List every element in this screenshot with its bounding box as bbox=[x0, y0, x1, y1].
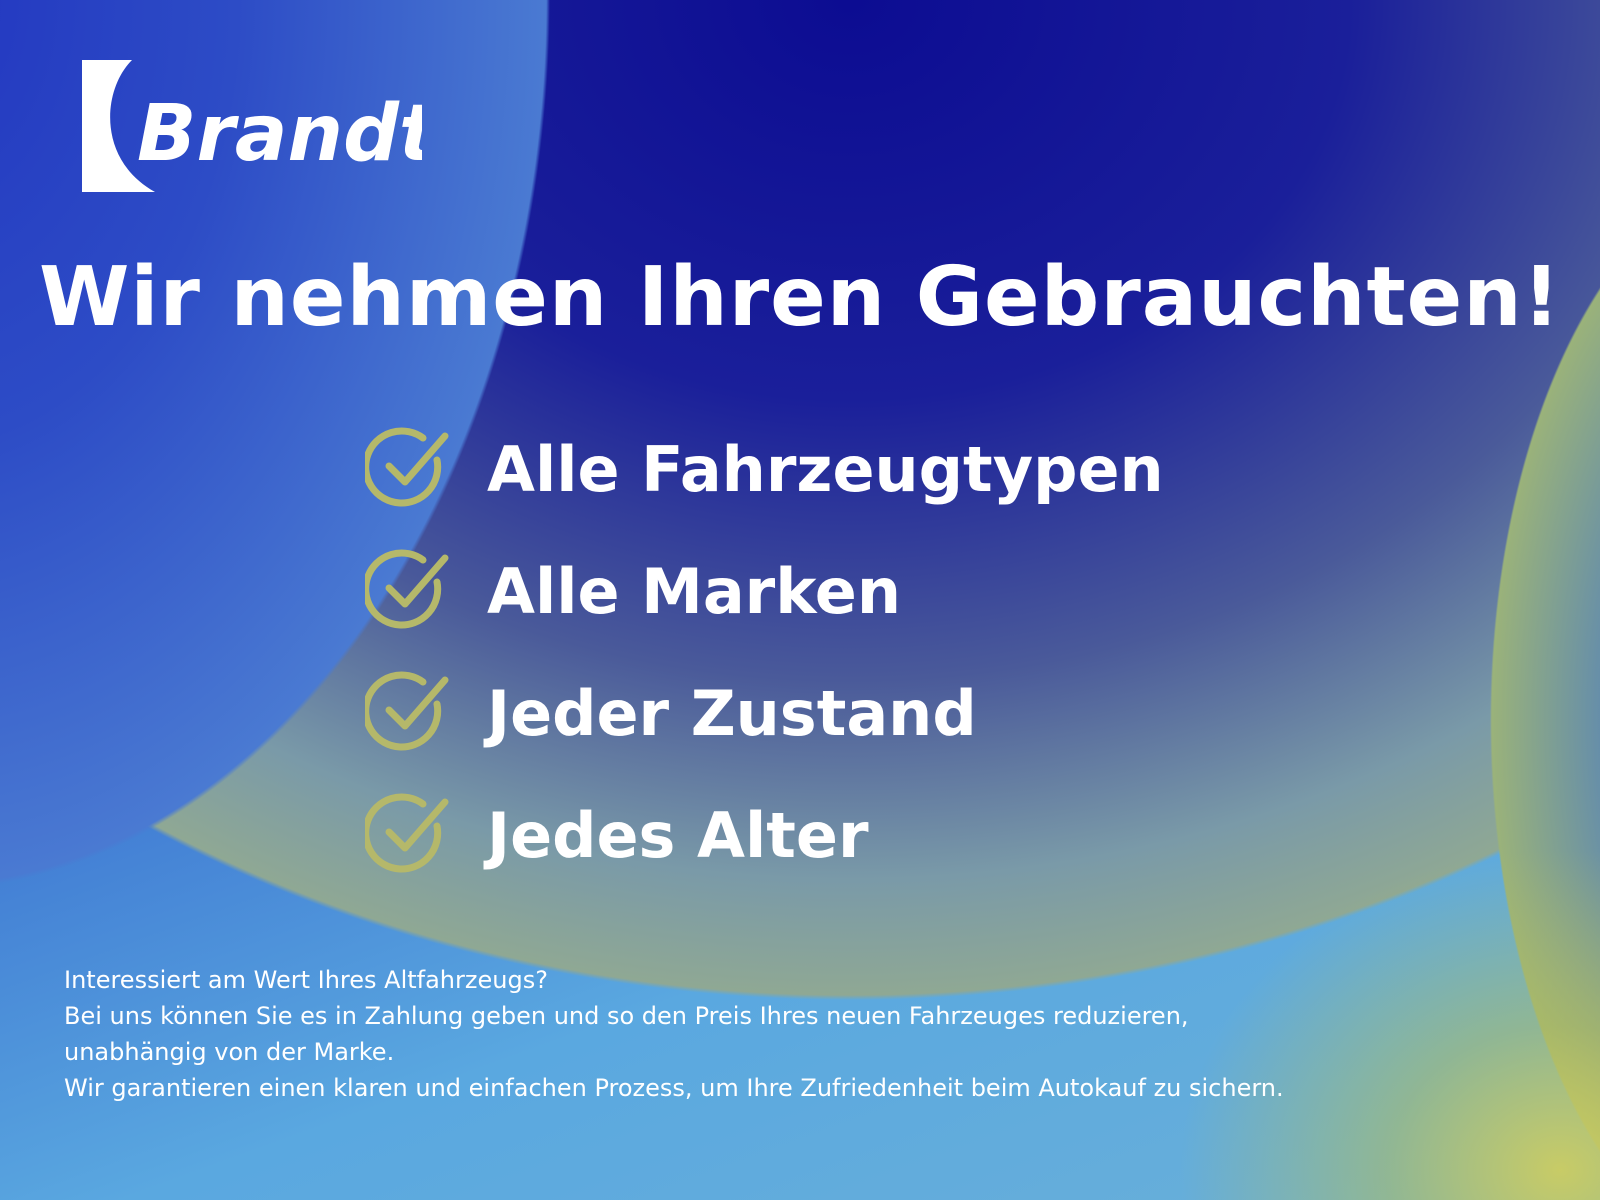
check-circle-icon bbox=[365, 671, 449, 751]
check-circle-icon bbox=[365, 427, 449, 507]
feature-label: Alle Fahrzeugtypen bbox=[487, 432, 1164, 506]
body-line: Bei uns können Sie es in Zahlung geben u… bbox=[64, 1002, 1189, 1030]
brandt-logo: Brandt bbox=[82, 60, 422, 192]
feature-item: Jedes Alter bbox=[365, 774, 1164, 896]
feature-list: Alle Fahrzeugtypen Alle Marken Jeder Zus… bbox=[365, 408, 1164, 896]
body-text: Interessiert am Wert Ihres Altfahrzeugs?… bbox=[64, 962, 1284, 1106]
feature-label: Jedes Alter bbox=[487, 798, 869, 872]
feature-item: Alle Marken bbox=[365, 530, 1164, 652]
headline: Wir nehmen Ihren Gebrauchten! bbox=[38, 250, 1562, 345]
feature-label: Alle Marken bbox=[487, 554, 901, 628]
check-circle-icon bbox=[365, 549, 449, 629]
feature-item: Alle Fahrzeugtypen bbox=[365, 408, 1164, 530]
body-line: Wir garantieren einen klaren und einfach… bbox=[64, 1074, 1284, 1102]
body-line: unabhängig von der Marke. bbox=[64, 1038, 395, 1066]
feature-label: Jeder Zustand bbox=[487, 676, 977, 750]
check-circle-icon bbox=[365, 793, 449, 873]
feature-item: Jeder Zustand bbox=[365, 652, 1164, 774]
logo-text: Brandt bbox=[137, 89, 422, 179]
body-line: Interessiert am Wert Ihres Altfahrzeugs? bbox=[64, 966, 548, 994]
